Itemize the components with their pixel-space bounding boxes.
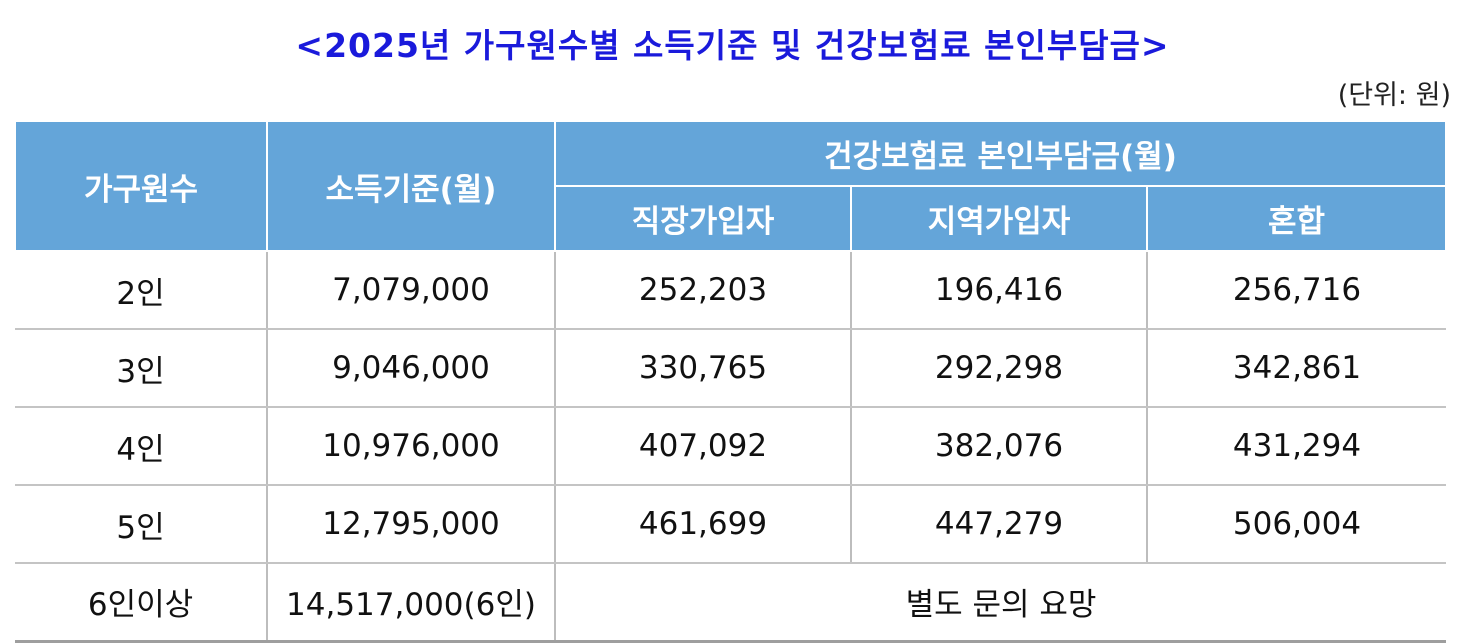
- cell-mixed: 506,004: [1145, 485, 1447, 564]
- cell-employee: 407,092: [554, 407, 852, 486]
- cell-regional: 196,416: [850, 251, 1148, 330]
- cell-household: 5인: [15, 485, 268, 564]
- cell-income: 7,079,000: [266, 251, 556, 330]
- header-income: 소득기준(월): [266, 120, 556, 252]
- header-household: 가구원수: [14, 120, 268, 252]
- unit-label: (단위: 원): [1337, 80, 1451, 111]
- cell-income: 9,046,000: [266, 329, 556, 408]
- header-premium-group: 건강보험료 본인부담금(월): [553, 120, 1448, 187]
- cell-mixed: 256,716: [1145, 251, 1447, 330]
- table-row-last: 6인이상 14,517,000(6인) 별도 문의 요망: [15, 563, 1447, 643]
- income-premium-table: 가구원수 소득기준(월) 건강보험료 본인부담금(월) 직장가입자 지역가입자 …: [14, 120, 1448, 643]
- cell-income: 10,976,000: [266, 407, 556, 486]
- cell-household: 2인: [15, 251, 268, 330]
- table-row: 2인 7,079,000 252,203 196,416 256,716: [15, 251, 1447, 330]
- cell-employee: 252,203: [554, 251, 852, 330]
- cell-household: 3인: [15, 329, 268, 408]
- cell-household: 6인이상: [15, 563, 268, 643]
- header-mixed: 혼합: [1145, 185, 1448, 252]
- header-regional: 지역가입자: [850, 185, 1148, 252]
- table-row: 5인 12,795,000 461,699 447,279 506,004: [15, 485, 1447, 564]
- cell-employee: 461,699: [554, 485, 852, 564]
- cell-income: 14,517,000(6인): [266, 563, 556, 643]
- cell-inquiry-note: 별도 문의 요망: [553, 563, 1447, 643]
- header-row-2: 직장가입자 지역가입자 혼합: [15, 185, 1448, 252]
- cell-mixed: 431,294: [1145, 407, 1447, 486]
- cell-income: 12,795,000: [266, 485, 556, 564]
- cell-regional: 292,298: [850, 329, 1148, 408]
- cell-household: 4인: [15, 407, 268, 486]
- table-title: <2025년 가구원수별 소득기준 및 건강보험료 본인부담금>: [295, 26, 1170, 65]
- header-employee: 직장가입자: [554, 185, 852, 252]
- cell-mixed: 342,861: [1145, 329, 1447, 408]
- cell-employee: 330,765: [554, 329, 852, 408]
- table-row: 3인 9,046,000 330,765 292,298 342,861: [15, 329, 1447, 408]
- cell-regional: 382,076: [850, 407, 1148, 486]
- header-row-1: 가구원수 소득기준(월) 건강보험료 본인부담금(월): [14, 120, 1448, 252]
- cell-regional: 447,279: [850, 485, 1148, 564]
- table-row: 4인 10,976,000 407,092 382,076 431,294: [15, 407, 1447, 486]
